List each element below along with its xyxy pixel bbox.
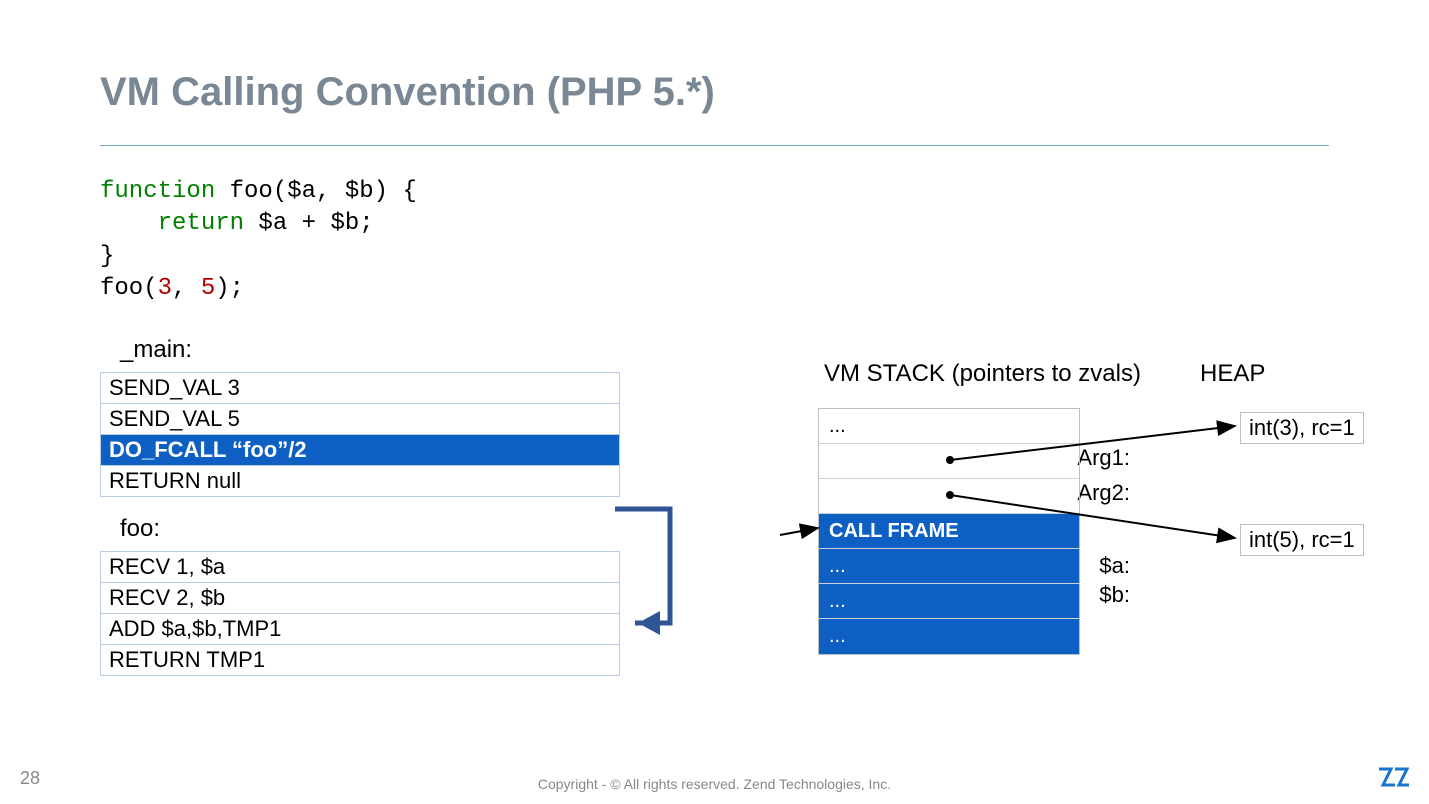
num-5: 5 xyxy=(201,275,215,302)
kw-function: function xyxy=(100,178,215,205)
stack-cell-5: ... xyxy=(819,584,1079,619)
foo-row-0: RECV 1, $a xyxy=(101,552,619,583)
code-l2: $a + $b; xyxy=(244,210,374,237)
main-row-2: DO_FCALL “foo”/2 xyxy=(101,435,619,466)
code-l4-mid: , xyxy=(172,275,201,302)
stack-cell-4: ... xyxy=(819,549,1079,584)
stack-cell-6: ... xyxy=(819,619,1079,654)
foo-table: RECV 1, $aRECV 2, $bADD $a,$b,TMP1RETURN… xyxy=(100,551,620,676)
foo-row-1: RECV 2, $b xyxy=(101,583,619,614)
right-area: VM STACK (pointers to zvals) HEAP Arg1: … xyxy=(740,360,1400,700)
heap-item-1: int(5), rc=1 xyxy=(1240,524,1364,556)
stack-cell-2 xyxy=(819,479,1079,514)
kw-return: return xyxy=(158,210,244,237)
stack-title: VM STACK (pointers to zvals) xyxy=(824,360,1141,388)
main-row-1: SEND_VAL 5 xyxy=(101,404,619,435)
main-row-3: RETURN null xyxy=(101,466,619,496)
stack-cell-1 xyxy=(819,444,1079,479)
heap-title: HEAP xyxy=(1200,360,1265,388)
slide-title: VM Calling Convention (PHP 5.*) xyxy=(100,70,1329,115)
zend-logo xyxy=(1377,765,1409,794)
code-l3: } xyxy=(100,243,114,270)
foo-row-3: RETURN TMP1 xyxy=(101,645,619,675)
code-block: function foo($a, $b) { return $a + $b; }… xyxy=(100,176,1329,306)
num-3: 3 xyxy=(158,275,172,302)
main-table: SEND_VAL 3SEND_VAL 5DO_FCALL “foo”/2RETU… xyxy=(100,372,620,497)
main-row-0: SEND_VAL 3 xyxy=(101,373,619,404)
code-l4-pre: foo( xyxy=(100,275,158,302)
foo-row-2: ADD $a,$b,TMP1 xyxy=(101,614,619,645)
code-l1: foo($a, $b) { xyxy=(215,178,417,205)
stack-cell-3: CALL FRAME xyxy=(819,514,1079,549)
code-l2-pre xyxy=(100,210,158,237)
vm-stack: ...CALL FRAME......... xyxy=(818,408,1080,655)
footer-text: Copyright - © All rights reserved. Zend … xyxy=(0,776,1429,792)
code-l4-end: ); xyxy=(215,275,244,302)
stack-cell-0: ... xyxy=(819,409,1079,444)
heap-item-0: int(3), rc=1 xyxy=(1240,412,1364,444)
title-divider xyxy=(100,145,1329,146)
